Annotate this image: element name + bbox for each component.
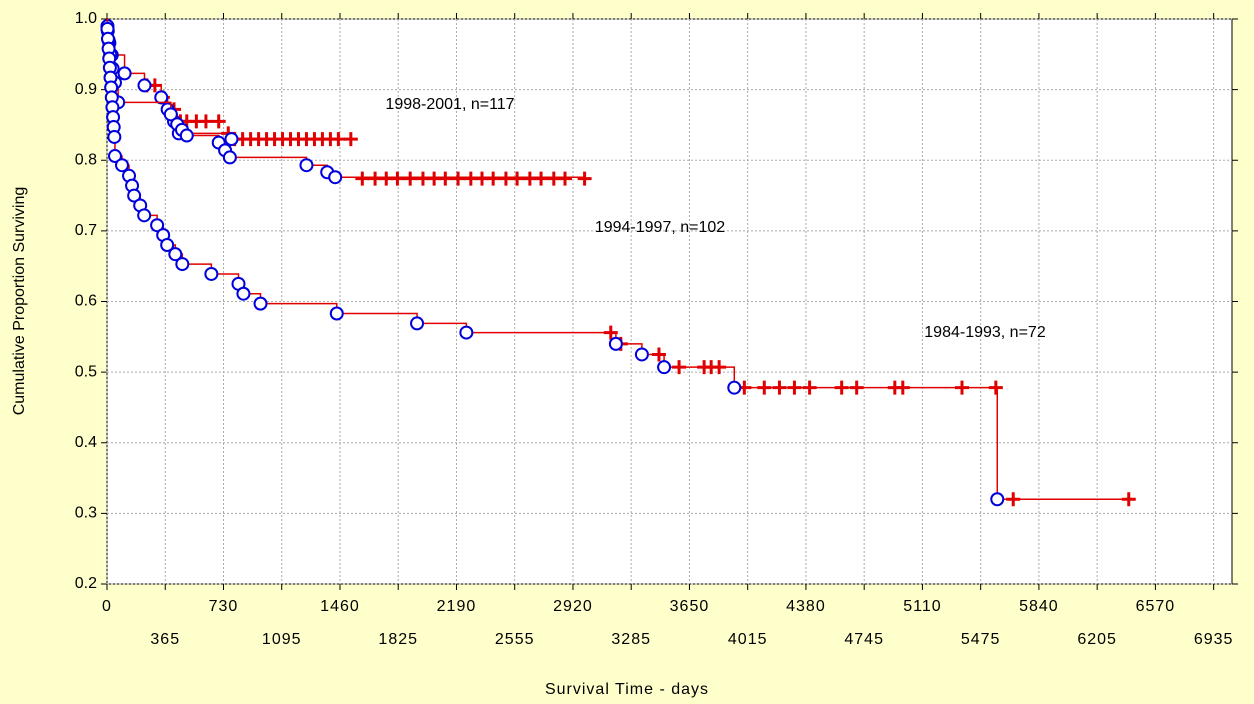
censor-mark <box>603 325 618 340</box>
annotation: 1994-1997, n=102 <box>595 219 725 236</box>
censor-mark <box>403 171 418 186</box>
x-tick-label: 2555 <box>495 631 535 648</box>
event-point <box>160 238 175 252</box>
x-tick-label: 365 <box>150 631 180 648</box>
censor-mark <box>651 347 666 362</box>
event-point <box>127 188 142 203</box>
x-tick-label: 1460 <box>320 598 360 615</box>
event-point <box>137 78 152 93</box>
event-point <box>634 347 649 362</box>
event-point <box>236 286 251 301</box>
censor-mark <box>451 171 466 186</box>
censor-mark <box>557 171 572 186</box>
event-point <box>253 296 268 311</box>
event-point <box>459 325 474 340</box>
x-tick-label: 6935 <box>1194 631 1234 648</box>
event-point <box>117 66 132 81</box>
event-point <box>179 128 194 143</box>
event-point <box>657 360 672 375</box>
censor-mark <box>672 360 687 375</box>
event-point <box>299 158 314 173</box>
event-point <box>204 266 219 281</box>
x-tick-label: 4380 <box>786 598 826 615</box>
event-point <box>137 208 152 223</box>
x-tick-label: 5840 <box>1019 598 1059 615</box>
event-point <box>328 170 343 185</box>
censor-mark <box>772 380 787 395</box>
y-tick-label: 0.3 <box>75 505 97 522</box>
x-axis-label: Survival Time - days <box>545 681 709 698</box>
censor-mark <box>955 380 969 395</box>
event-point <box>150 218 165 233</box>
censor-mark <box>534 171 549 186</box>
event-point <box>410 316 425 331</box>
event-point <box>224 132 239 147</box>
x-tick-label: 3650 <box>670 598 710 615</box>
censor-mark <box>802 380 817 395</box>
censor-mark <box>988 380 1003 395</box>
x-tick-label: 4015 <box>728 631 768 648</box>
annotation: 1998-2001, n=117 <box>385 96 514 113</box>
x-tick-label: 730 <box>209 598 239 615</box>
x-tick-label: 2190 <box>437 598 477 615</box>
annotation: 1984-1993, n=72 <box>924 324 1046 341</box>
event-point <box>168 247 183 262</box>
y-tick-label: 0.5 <box>75 363 97 380</box>
x-tick-label: 4745 <box>844 631 884 648</box>
event-point <box>163 107 178 122</box>
x-tick-label: 3285 <box>611 631 651 648</box>
censor-mark <box>712 360 727 375</box>
event-point <box>107 149 122 164</box>
event-point <box>222 150 237 165</box>
censor-mark <box>343 132 358 147</box>
censor-mark <box>390 171 405 186</box>
censor-mark <box>577 171 592 186</box>
censor-mark <box>198 114 213 129</box>
x-tick-label: 1095 <box>262 631 302 648</box>
event-point <box>115 158 129 173</box>
y-axis-label: Cumulative Proportion Surviving <box>11 187 28 416</box>
x-tick-label: 1825 <box>378 631 418 648</box>
event-point <box>608 336 623 351</box>
x-tick-label: 6570 <box>1136 598 1176 615</box>
event-point <box>154 90 169 105</box>
event-point <box>990 492 1005 507</box>
censor-mark <box>355 171 370 186</box>
event-point <box>175 257 190 272</box>
censor-mark <box>787 380 802 395</box>
censor-mark <box>757 380 772 395</box>
y-tick-label: 0.7 <box>75 222 97 239</box>
censor-mark <box>895 380 910 395</box>
y-tick-label: 0.2 <box>75 575 97 592</box>
censor-mark <box>834 380 849 395</box>
y-tick-label: 1.0 <box>75 10 97 27</box>
y-tick-label: 0.6 <box>75 293 97 310</box>
censor-mark <box>1006 492 1021 507</box>
y-tick-label: 0.9 <box>75 81 97 98</box>
censor-mark <box>211 114 226 129</box>
censor-mark <box>438 171 453 186</box>
y-tick-label: 0.4 <box>75 434 97 451</box>
x-tick-label: 0 <box>102 598 112 615</box>
censor-mark <box>849 380 864 395</box>
event-point <box>329 306 344 321</box>
x-tick-label: 2920 <box>553 598 593 615</box>
event-point <box>107 129 122 144</box>
event-point <box>727 380 742 395</box>
x-tick-label: 5475 <box>961 631 1001 648</box>
censor-mark <box>486 171 501 186</box>
censor-mark <box>510 171 525 186</box>
censor-mark <box>1121 492 1136 507</box>
x-tick-label: 6205 <box>1077 631 1117 648</box>
y-tick-label: 0.8 <box>75 151 97 168</box>
censor-mark <box>331 132 346 147</box>
x-tick-label: 5110 <box>903 598 941 615</box>
